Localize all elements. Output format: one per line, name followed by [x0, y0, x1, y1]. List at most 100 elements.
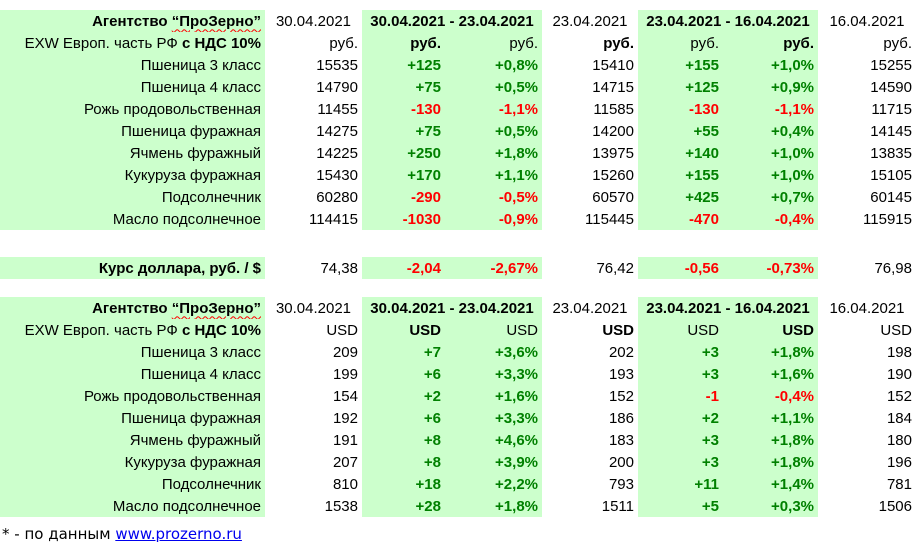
commodity-name: Рожь продовольственная — [0, 98, 265, 120]
unit-cell: USD — [880, 321, 912, 339]
price-cell: 14590 — [870, 78, 912, 96]
price-cell: 115915 — [863, 210, 912, 228]
commodity-name: Кукуруза фуражная — [0, 164, 265, 186]
price-cell: 11585 — [593, 100, 634, 118]
table-row: Ячмень фуражный 14225 +250 +1,8% 13975 +140 +1… — [0, 142, 916, 164]
change-pct-cell: +0,4% — [723, 120, 818, 142]
change-cell: +2 — [362, 385, 445, 407]
change-cell: +155 — [638, 54, 723, 76]
change-pct-cell: +1,8% — [723, 451, 818, 473]
table-row: Масло подсолнечное 114415 -1030 -0,9% 115445… — [0, 208, 916, 230]
change-pct-cell: -1,1% — [723, 98, 818, 120]
table-row: Пшеница 4 класс 199 +6 +3,3% 193 +3 +1,6% 190 — [0, 363, 916, 385]
change-cell: +140 — [638, 142, 723, 164]
price-cell: 1511 — [601, 497, 634, 515]
table-row: Рожь продовольственная 154 +2 +1,6% 152 -1 -0,… — [0, 385, 916, 407]
unit-cell: руб. — [723, 32, 818, 54]
price-cell: 202 — [608, 343, 634, 361]
price-cell: 11455 — [317, 100, 358, 118]
price-cell: 793 — [608, 475, 634, 493]
usd-rate-row: Курс доллара, руб. / $ 74,38 -2,04 -2,67… — [0, 257, 916, 279]
price-cell: 191 — [332, 431, 358, 449]
commodity-name: Кукуруза фуражная — [0, 451, 265, 473]
change-pct-cell: -0,4% — [723, 208, 818, 230]
price-cell: 209 — [332, 343, 358, 361]
commodity-name: Подсолнечник — [0, 186, 265, 208]
table-row: Пшеница 3 класс 15535 +125 +0,8% 15410 +155 +1… — [0, 54, 916, 76]
unit-cell: руб. — [362, 32, 445, 54]
change-cell: +55 — [638, 120, 723, 142]
price-cell: 60145 — [870, 188, 912, 206]
date-header: 16.04.2021 — [829, 299, 905, 317]
change-pct-cell: +1,8% — [723, 341, 818, 363]
commodity-name: Масло подсолнечное — [0, 208, 265, 230]
price-cell: 180 — [886, 431, 912, 449]
table-row: Кукуруза фуражная 15430 +170 +1,1% 15260 +155… — [0, 164, 916, 186]
period-header: 23.04.2021 - 16.04.2021 — [638, 297, 818, 319]
price-cell: 190 — [886, 365, 912, 383]
source-link[interactable]: www.prozerno.ru — [115, 525, 242, 543]
change-pct-cell: +3,9% — [445, 451, 542, 473]
table-row: Ячмень фуражный 191 +8 +4,6% 183 +3 +1,8% 180 — [0, 429, 916, 451]
basis-vat: с НДС 10% — [181, 34, 261, 52]
price-cell: 15535 — [316, 56, 358, 74]
change-pct-cell: +0,7% — [723, 186, 818, 208]
commodity-name: Масло подсолнечное — [0, 495, 265, 517]
unit-cell: USD — [602, 321, 634, 339]
change-pct-cell: +1,4% — [723, 473, 818, 495]
date-header: 23.04.2021 — [552, 12, 628, 30]
price-cell: 200 — [608, 453, 634, 471]
basis-cell: EXW Европ. часть РФ с НДС 10% — [0, 319, 265, 341]
price-cell: 196 — [886, 453, 912, 471]
change-cell: +8 — [362, 451, 445, 473]
agency-header-cell: Агентство “ПроЗерно” — [0, 297, 265, 319]
change-cell: +11 — [638, 473, 723, 495]
change-pct-cell: -0,4% — [723, 385, 818, 407]
price-cell: 183 — [608, 431, 634, 449]
change-pct-cell: -1,1% — [445, 98, 542, 120]
change-cell: -470 — [638, 208, 723, 230]
price-cell: 186 — [608, 409, 634, 427]
change-pct-cell: -0,5% — [445, 186, 542, 208]
change-pct-cell: +1,8% — [723, 429, 818, 451]
price-cell: 781 — [886, 475, 912, 493]
price-cell: 152 — [608, 387, 634, 405]
price-cell: 114415 — [309, 210, 358, 228]
unit-cell: руб. — [329, 34, 358, 52]
price-cell: 14145 — [870, 122, 912, 140]
change-cell: -1 — [638, 385, 723, 407]
usd-price-table: Агентство “ПроЗерно” 30.04.2021 30.04.20… — [0, 297, 916, 517]
commodity-name: Ячмень фуражный — [0, 142, 265, 164]
change-pct-cell: +1,6% — [723, 363, 818, 385]
change-pct-cell: +1,6% — [445, 385, 542, 407]
change-cell: +8 — [362, 429, 445, 451]
unit-cell: руб. — [603, 34, 634, 52]
price-cell: 13835 — [870, 144, 912, 162]
price-cell: 14715 — [592, 78, 634, 96]
unit-cell: USD — [638, 319, 723, 341]
price-cell: 199 — [332, 365, 358, 383]
commodity-name: Пшеница 4 класс — [0, 76, 265, 98]
header-row: Агентство “ПроЗерно” 30.04.2021 30.04.20… — [0, 297, 916, 319]
usd-rate-label: Курс доллара, руб. / $ — [0, 257, 265, 279]
price-cell: 15105 — [870, 166, 912, 184]
table-row: Рожь продовольственная 11455 -130 -1,1% 1158… — [0, 98, 916, 120]
change-cell: +75 — [362, 76, 445, 98]
table-row: Пшеница 4 класс 14790 +75 +0,5% 14715 +125 +0,… — [0, 76, 916, 98]
price-cell: 207 — [332, 453, 358, 471]
table-row: Пшеница фуражная 14275 +75 +0,5% 14200 +55 +0,… — [0, 120, 916, 142]
price-cell: 184 — [886, 409, 912, 427]
commodity-name: Пшеница фуражная — [0, 120, 265, 142]
footnote: * - по данным www.prozerno.ru — [2, 525, 242, 543]
change-pct-cell: +0,9% — [723, 76, 818, 98]
commodity-name: Подсолнечник — [0, 473, 265, 495]
price-cell: 152 — [886, 387, 912, 405]
agency-label: Агентство — [92, 299, 168, 317]
change-pct-cell: +0,8% — [445, 54, 542, 76]
change-cell: -130 — [362, 98, 445, 120]
usd-rate-change: -0,56 — [638, 257, 723, 279]
table-row: Подсолнечник 810 +18 +2,2% 793 +11 +1,4% 781 — [0, 473, 916, 495]
price-cell: 192 — [332, 409, 358, 427]
change-cell: +2 — [638, 407, 723, 429]
price-cell: 198 — [886, 343, 912, 361]
